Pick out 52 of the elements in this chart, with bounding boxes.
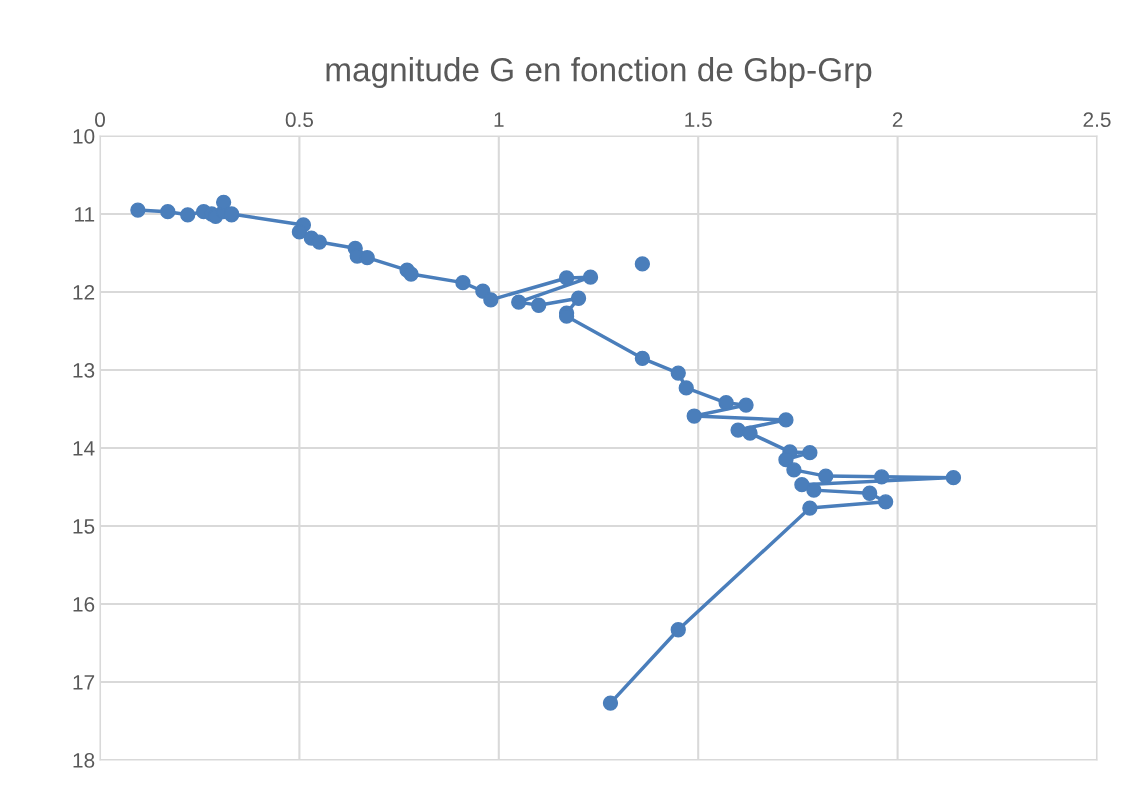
y-tick-label: 13	[73, 363, 95, 378]
point	[877, 494, 894, 510]
x-tick-label: 1.5	[685, 112, 712, 128]
point	[180, 207, 196, 223]
point	[359, 250, 375, 266]
point	[582, 269, 599, 285]
point	[786, 462, 802, 478]
point	[511, 294, 527, 310]
point	[130, 202, 146, 218]
x-tick-label: 0.5	[285, 112, 314, 128]
point	[670, 622, 686, 638]
point	[945, 470, 962, 486]
point	[455, 275, 471, 291]
point	[802, 500, 818, 516]
point	[483, 292, 499, 308]
y-tick-label: 14	[73, 441, 95, 456]
point	[670, 365, 686, 381]
point	[806, 482, 822, 498]
y-tick-label: 16	[73, 597, 95, 612]
point	[311, 234, 327, 250]
x-tick-label: 1	[494, 112, 504, 127]
point	[634, 256, 651, 272]
y-tick-label: 10	[73, 129, 95, 144]
x-tick-label: 2.5	[1083, 112, 1111, 128]
point	[802, 445, 818, 461]
y-tick-label: 17	[73, 675, 95, 690]
point	[738, 397, 754, 413]
x-tick-label: 2	[892, 112, 903, 127]
point	[742, 425, 758, 441]
point	[160, 204, 176, 220]
y-tick-label: 15	[73, 519, 95, 534]
point	[874, 469, 890, 485]
point	[778, 452, 794, 468]
chart-title: magnitude G en fonction de Gbp-Grp	[326, 57, 872, 89]
y-tick-label: 18	[73, 753, 95, 768]
point	[678, 380, 694, 396]
point	[558, 270, 575, 286]
point	[794, 477, 810, 493]
y-tick-label: 12	[73, 285, 95, 300]
point	[718, 395, 734, 411]
point	[291, 224, 308, 240]
point	[818, 468, 834, 484]
point	[570, 290, 587, 306]
point	[602, 695, 619, 711]
point	[403, 266, 419, 282]
y-tick-label: 11	[75, 207, 95, 222]
point	[686, 408, 702, 424]
x-tick-label: 0	[95, 112, 105, 128]
point	[862, 485, 878, 501]
point	[531, 297, 547, 313]
point	[634, 350, 651, 366]
point	[778, 412, 794, 428]
